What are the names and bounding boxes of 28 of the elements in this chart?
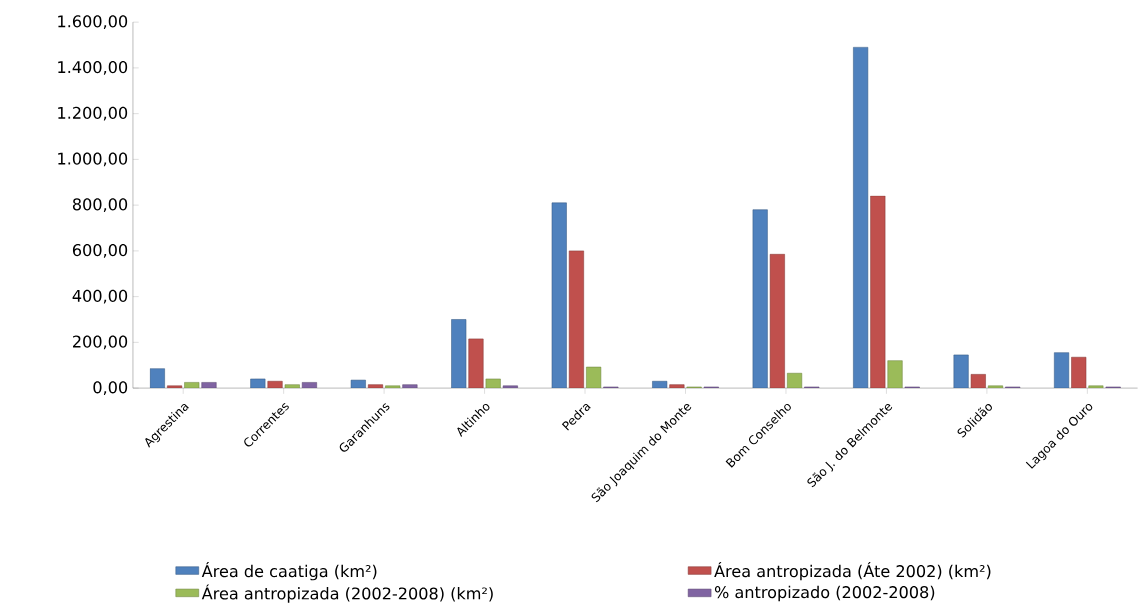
- y-tick-label: 200,00: [73, 335, 128, 350]
- y-tick-label: 0,00: [93, 381, 128, 395]
- y-tick-label: 1.200,00: [58, 106, 128, 121]
- y-tick-label: 800,00: [72, 198, 128, 213]
- y-tick-label: 1.400,00: [58, 60, 128, 75]
- bar: [385, 385, 401, 389]
- y-tick-label: 400,00: [72, 289, 128, 304]
- y-tick-label: 1.000,00: [58, 152, 128, 167]
- legend-label: Área antropizada (Áte 2002) (km²): [714, 562, 991, 581]
- bar: [953, 354, 969, 389]
- bar: [201, 382, 217, 389]
- bar: [485, 378, 501, 389]
- bar: [987, 385, 1004, 389]
- bar: [468, 338, 484, 389]
- bar: [502, 385, 518, 389]
- bar: [284, 384, 300, 389]
- bar: [887, 360, 903, 389]
- y-tick-label: 600,00: [72, 243, 128, 258]
- legend-label: Área antropizada (2002-2008) (km²): [201, 584, 493, 603]
- bar: [301, 382, 317, 389]
- legend-label: % antropizado (2002-2008): [714, 585, 935, 602]
- bar: [184, 382, 200, 389]
- legend-label: Área de caatiga (km²): [201, 562, 377, 581]
- bar: [402, 384, 418, 389]
- bar: [1088, 385, 1104, 389]
- bar: [586, 366, 602, 389]
- y-tick-label: 1.600,00: [58, 15, 128, 30]
- bar: [787, 372, 803, 389]
